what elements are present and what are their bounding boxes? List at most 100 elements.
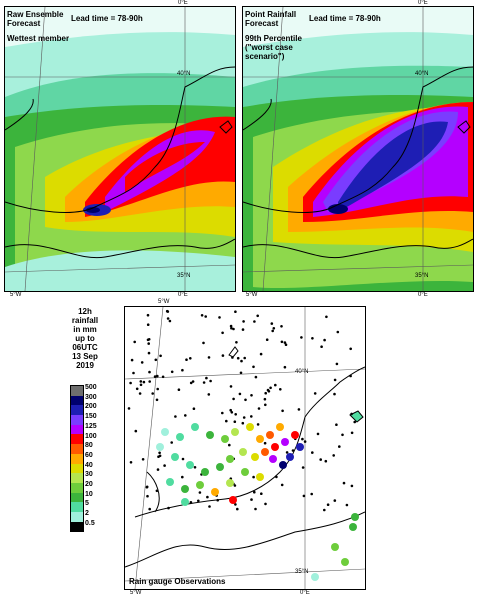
gauge-value-dot: [256, 435, 264, 443]
station-dot: [313, 392, 317, 395]
station-dot: [147, 351, 151, 355]
station-dot: [311, 337, 314, 340]
station-dot: [197, 499, 200, 503]
station-dot: [148, 380, 151, 383]
station-dot: [350, 484, 354, 488]
station-dot: [170, 441, 173, 444]
gauge-value-dot: [281, 438, 289, 446]
gauge-value-dot: [239, 448, 247, 456]
station-dot: [209, 379, 212, 383]
station-dot: [271, 329, 274, 333]
lon-label-bottom-5w: 5°W: [130, 590, 142, 596]
scale-label: 0.5: [85, 519, 95, 527]
station-dot: [236, 356, 240, 360]
gauge-value-dot: [196, 481, 204, 489]
scale-swatch: [71, 502, 83, 512]
station-dot: [263, 397, 267, 401]
gauge-stations-values: [156, 423, 359, 581]
station-dot: [161, 375, 165, 379]
station-dot: [230, 411, 234, 414]
station-dot: [234, 503, 237, 506]
scale-swatch: [71, 453, 83, 464]
station-dot: [225, 419, 228, 423]
station-dot: [232, 327, 235, 331]
station-dot: [234, 413, 237, 416]
scale-label: 2: [85, 510, 89, 518]
lon-label-top-0e: 0°E: [178, 0, 188, 6]
station-dot: [229, 408, 232, 412]
station-dot: [204, 315, 207, 318]
station-dot: [283, 365, 287, 369]
scale-swatch: [71, 434, 83, 445]
station-dot: [252, 365, 255, 369]
station-dot: [236, 507, 239, 511]
scale-swatch: [71, 415, 83, 425]
scale-swatch: [71, 386, 83, 396]
gauge-value-dot: [349, 523, 357, 531]
scale-swatch: [71, 473, 83, 483]
gauge-value-dot: [261, 448, 269, 456]
station-dot: [146, 323, 150, 326]
gauge-stations-nodata: [127, 309, 356, 512]
scale-label: 60: [85, 451, 93, 459]
lead-time-label: Lead time = 78-90h: [71, 14, 143, 23]
station-dot: [275, 475, 278, 479]
station-dot: [163, 464, 166, 467]
station-dot: [177, 388, 181, 391]
station-dot: [280, 340, 284, 344]
gauge-value-dot: [256, 473, 264, 481]
lat-label-40: 40°N: [177, 71, 191, 77]
station-dot: [333, 378, 337, 382]
lon-label-bottom-0e: 0°E: [300, 590, 310, 596]
station-dot: [134, 429, 138, 433]
station-dot: [166, 310, 170, 313]
panel-raw-ensemble: Raw Ensemble Forecast Lead time = 78-90h…: [4, 6, 236, 292]
scale-swatch: [71, 463, 83, 474]
station-dot: [130, 358, 134, 362]
station-dot: [242, 320, 245, 323]
station-dot: [264, 391, 267, 395]
station-dot: [256, 314, 259, 318]
station-dot: [263, 441, 267, 445]
gauge-value-dot: [176, 433, 184, 441]
station-dot: [350, 431, 354, 435]
station-dot: [139, 383, 143, 387]
station-dot: [156, 374, 159, 378]
station-dot: [320, 345, 323, 348]
station-dot: [166, 317, 170, 320]
rainfall-color-scale: [70, 385, 84, 533]
gauge-value-dot: [181, 485, 189, 493]
gauge-value-dot: [276, 423, 284, 431]
lon-label-top-5w: 5°W: [158, 299, 170, 305]
scale-swatch: [71, 521, 83, 532]
station-dot: [279, 388, 282, 391]
station-dot: [335, 362, 339, 366]
station-dot: [233, 420, 237, 423]
lon-label-bottom-5w: 5°W: [246, 292, 258, 298]
station-dot: [326, 503, 330, 506]
panel-subtitle: Wettest member: [7, 34, 70, 43]
station-dot: [349, 374, 352, 378]
station-dot: [264, 502, 267, 506]
lead-time-label: Lead time = 78-90h: [309, 14, 381, 23]
gauge-value-dot: [191, 423, 199, 431]
station-dot: [338, 445, 341, 448]
station-dot: [138, 392, 142, 395]
scale-label: 500: [85, 384, 97, 391]
scale-swatch: [71, 482, 83, 493]
scale-label: 5: [85, 500, 89, 508]
gauge-value-dot: [201, 468, 209, 476]
station-dot: [319, 458, 322, 461]
scale-label: 10: [85, 490, 93, 498]
gauge-value-dot: [241, 468, 249, 476]
station-dot: [148, 370, 151, 374]
scale-label: 80: [85, 442, 93, 450]
gauge-value-dot: [216, 463, 224, 471]
gauge-value-dot: [211, 488, 219, 496]
station-dot: [145, 485, 149, 489]
scale-swatch: [71, 424, 83, 435]
station-dot: [325, 315, 328, 319]
station-dot: [127, 407, 131, 410]
panel-point-rainfall: Point Rainfall Forecast Lead time = 78-9…: [242, 6, 474, 292]
station-dot: [242, 416, 246, 419]
